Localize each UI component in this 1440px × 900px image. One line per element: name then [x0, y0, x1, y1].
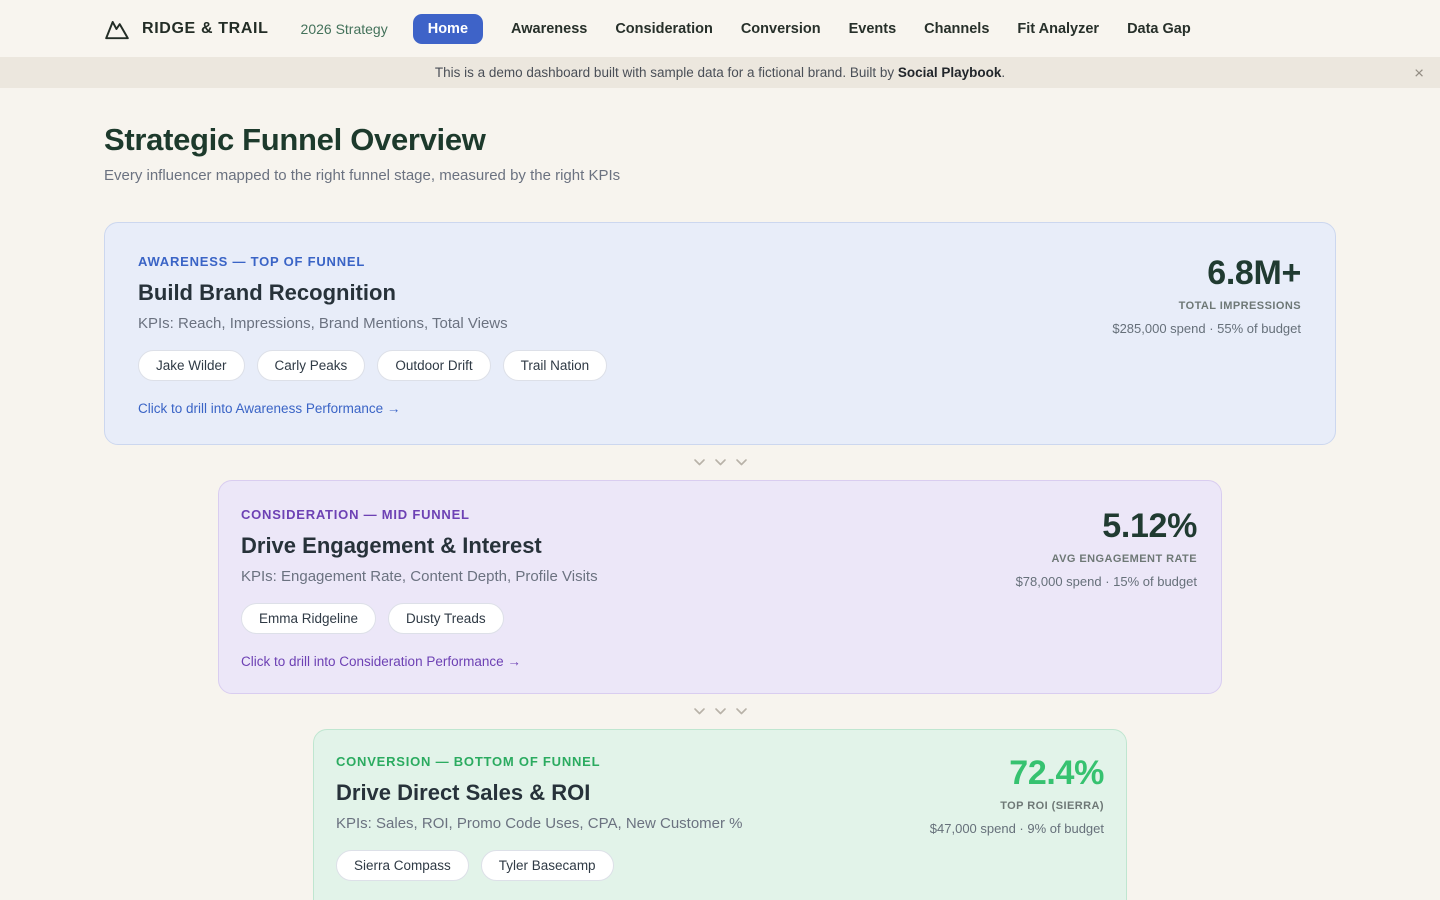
- funnel-divider: [0, 694, 1440, 729]
- conversion-card[interactable]: CONVERSION — BOTTOM OF FUNNEL Drive Dire…: [313, 729, 1127, 900]
- tab-awareness[interactable]: Awareness: [511, 20, 588, 37]
- consideration-title: Drive Engagement & Interest: [241, 533, 542, 558]
- page-title: Strategic Funnel Overview: [104, 122, 486, 157]
- chevron-down-icon: [693, 707, 706, 716]
- mountain-icon: [104, 17, 130, 41]
- conversion-spend-line: $47,000 spend · 9% of budget: [929, 821, 1104, 836]
- consideration-influencer-pills: Emma Ridgeline Dusty Treads: [241, 603, 598, 634]
- page-head: Strategic Funnel Overview Every influenc…: [104, 122, 1336, 184]
- consideration-metric-value: 5.12%: [1102, 507, 1197, 545]
- conversion-metric-value: 72.4%: [1009, 754, 1104, 792]
- influencer-pill: Jake Wilder: [138, 350, 245, 381]
- awareness-card[interactable]: AWARENESS — TOP OF FUNNEL Build Brand Re…: [104, 222, 1336, 445]
- awareness-card-body: AWARENESS — TOP OF FUNNEL Build Brand Re…: [138, 254, 608, 416]
- strategy-link[interactable]: 2026 Strategy: [300, 20, 388, 37]
- consideration-card-body: CONSIDERATION — MID FUNNEL Drive Engagem…: [241, 507, 598, 669]
- awareness-kpis: KPIs: Reach, Impressions, Brand Mentions…: [138, 315, 508, 332]
- awareness-spend-line: $285,000 spend · 55% of budget: [1112, 321, 1301, 336]
- banner-brand-bold: Social Playbook: [897, 65, 1002, 80]
- tab-conversion[interactable]: Conversion: [740, 20, 821, 37]
- awareness-title: Build Brand Recognition: [138, 280, 396, 305]
- funnel-divider: [0, 445, 1440, 480]
- demo-banner: This is a demo dashboard built with samp…: [0, 57, 1440, 88]
- funnel-overview: AWARENESS — TOP OF FUNNEL Build Brand Re…: [0, 222, 1440, 900]
- awareness-eyebrow: AWARENESS — TOP OF FUNNEL: [138, 254, 366, 269]
- main-content: Strategic Funnel Overview Every influenc…: [0, 88, 1440, 900]
- influencer-pill: Tyler Basecamp: [480, 850, 614, 881]
- awareness-metric-label: TOTAL IMPRESSIONS: [1178, 300, 1301, 312]
- page-subtitle: Every influencer mapped to the right fun…: [104, 167, 621, 184]
- consideration-drill-link[interactable]: Click to drill into Consideration Perfor…: [241, 654, 521, 669]
- tab-fit-analyzer[interactable]: Fit Analyzer: [1017, 20, 1100, 37]
- awareness-influencer-pills: Jake Wilder Carly Peaks Outdoor Drift Tr…: [138, 350, 608, 381]
- tab-home[interactable]: Home: [412, 13, 484, 44]
- consideration-spend-line: $78,000 spend · 15% of budget: [1015, 574, 1197, 589]
- influencer-pill: Trail Nation: [502, 350, 608, 381]
- conversion-eyebrow: CONVERSION — BOTTOM OF FUNNEL: [336, 754, 601, 769]
- influencer-pill: Sierra Compass: [336, 850, 469, 881]
- chevron-down-icon: [714, 458, 727, 467]
- chevron-down-icon: [714, 707, 727, 716]
- consideration-metrics: 5.12% AVG ENGAGEMENT RATE $78,000 spend …: [1015, 507, 1198, 669]
- tab-data-gap[interactable]: Data Gap: [1127, 20, 1191, 37]
- conversion-title: Drive Direct Sales & ROI: [336, 780, 591, 805]
- influencer-pill: Outdoor Drift: [377, 350, 491, 381]
- awareness-metric-value: 6.8M+: [1207, 254, 1301, 292]
- chevron-down-icon: [735, 707, 748, 716]
- tab-consideration[interactable]: Consideration: [615, 20, 713, 37]
- main-nav: Home Awareness Consideration Conversion …: [412, 13, 1191, 44]
- influencer-pill: Dusty Treads: [388, 603, 504, 634]
- close-icon[interactable]: ×: [1414, 63, 1424, 82]
- consideration-kpis: KPIs: Engagement Rate, Content Depth, Pr…: [241, 568, 598, 585]
- awareness-metrics: 6.8M+ TOTAL IMPRESSIONS $285,000 spend ·…: [1112, 254, 1301, 416]
- top-navigation-bar: RIDGE & TRAIL 2026 Strategy Home Awarene…: [0, 0, 1440, 57]
- conversion-influencer-pills: Sierra Compass Tyler Basecamp: [336, 850, 743, 881]
- chevron-down-icon: [693, 458, 706, 467]
- brand-name: RIDGE & TRAIL: [142, 19, 269, 37]
- consideration-metric-label: AVG ENGAGEMENT RATE: [1051, 553, 1197, 565]
- conversion-card-body: CONVERSION — BOTTOM OF FUNNEL Drive Dire…: [336, 754, 743, 900]
- conversion-kpis: KPIs: Sales, ROI, Promo Code Uses, CPA, …: [336, 815, 743, 832]
- conversion-metrics: 72.4% TOP ROI (SIERRA) $47,000 spend · 9…: [929, 754, 1105, 900]
- tab-channels[interactable]: Channels: [924, 20, 990, 37]
- brand: RIDGE & TRAIL: [104, 17, 269, 41]
- influencer-pill: Carly Peaks: [256, 350, 366, 381]
- consideration-eyebrow: CONSIDERATION — MID FUNNEL: [241, 507, 470, 522]
- consideration-card[interactable]: CONSIDERATION — MID FUNNEL Drive Engagem…: [218, 480, 1222, 694]
- awareness-drill-link[interactable]: Click to drill into Awareness Performanc…: [138, 401, 401, 416]
- influencer-pill: Emma Ridgeline: [241, 603, 377, 634]
- demo-banner-text: This is a demo dashboard built with samp…: [434, 65, 1006, 80]
- tab-events[interactable]: Events: [848, 20, 897, 37]
- chevron-down-icon: [735, 458, 748, 467]
- conversion-metric-label: TOP ROI (SIERRA): [1000, 800, 1104, 812]
